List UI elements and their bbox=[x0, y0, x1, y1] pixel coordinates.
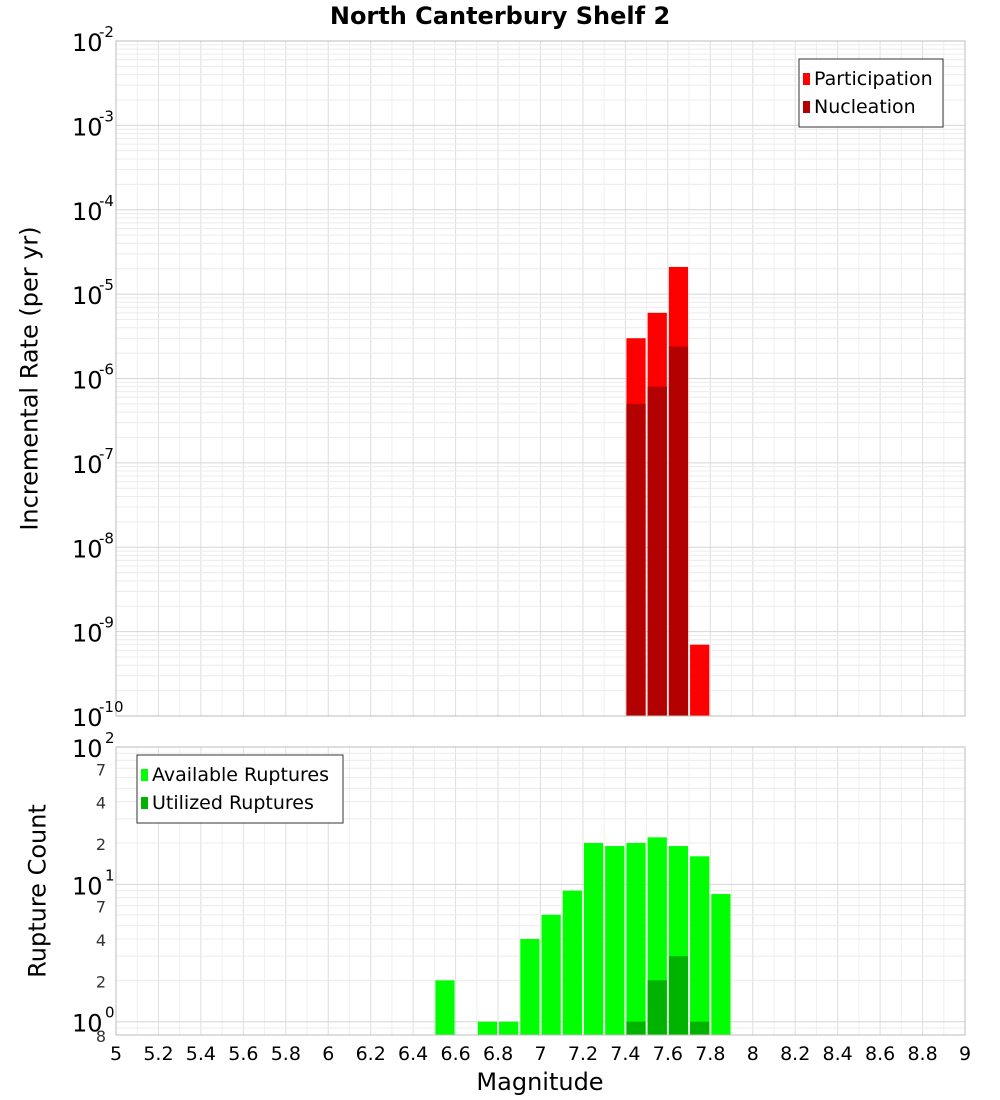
count-panel-bars bbox=[435, 837, 731, 1035]
y-tick-base: 10 bbox=[72, 451, 103, 479]
rate-panel-y-axis-label: Incremental Rate (per yr) bbox=[15, 226, 43, 530]
y-tick-exponent: 0 bbox=[105, 1004, 115, 1022]
x-axis-label: Magnitude bbox=[476, 1068, 603, 1096]
count-panel-frame bbox=[115, 746, 966, 1036]
y-tick-exponent: -9 bbox=[99, 614, 114, 632]
x-tick-label: 9 bbox=[959, 1043, 971, 1065]
x-tick-label: 6.6 bbox=[440, 1043, 470, 1065]
y-tick-exponent: -5 bbox=[99, 276, 114, 294]
y-tick-base: 10 bbox=[72, 198, 103, 226]
legend-box bbox=[798, 58, 944, 128]
y-tick-minor: 4 bbox=[96, 931, 106, 950]
rate-panel-grid bbox=[115, 40, 966, 717]
x-tick-label: 6 bbox=[322, 1043, 334, 1065]
bar-available-ruptures bbox=[520, 939, 540, 1035]
x-tick-label: 5.2 bbox=[143, 1043, 173, 1065]
bar-available-ruptures bbox=[477, 1021, 498, 1035]
x-tick-label: 5 bbox=[110, 1043, 122, 1065]
y-tick-base: 10 bbox=[72, 620, 103, 648]
x-tick-label: 5.6 bbox=[228, 1043, 258, 1065]
x-tick-label: 7 bbox=[534, 1043, 546, 1065]
y-tick-exponent: -2 bbox=[99, 23, 114, 41]
bar-nucleation bbox=[647, 386, 667, 716]
x-tick-label: 7.4 bbox=[610, 1043, 640, 1065]
rate-panel-legend: Participation Nucleation bbox=[798, 58, 944, 128]
x-tick-label: 6.8 bbox=[483, 1043, 513, 1065]
bar-utilized-ruptures bbox=[647, 980, 667, 1035]
legend-label: Utilized Ruptures bbox=[152, 792, 314, 814]
bar-available-ruptures bbox=[435, 980, 455, 1035]
bar-available-ruptures bbox=[690, 856, 710, 1035]
rate-panel-bars bbox=[626, 266, 710, 716]
bar-available-ruptures bbox=[541, 914, 561, 1035]
bar-available-ruptures bbox=[583, 843, 604, 1035]
y-tick-base: 10 bbox=[72, 367, 103, 395]
x-tick-label: 7.6 bbox=[653, 1043, 683, 1065]
y-tick-exponent: -7 bbox=[99, 445, 114, 463]
x-tick-label: 8.8 bbox=[907, 1043, 937, 1065]
x-tick-label: 8 bbox=[747, 1043, 759, 1065]
y-tick-exponent: -3 bbox=[99, 107, 114, 125]
x-tick-label: 7.8 bbox=[695, 1043, 725, 1065]
x-tick-label: 8.4 bbox=[823, 1043, 853, 1065]
y-tick-exponent: -4 bbox=[99, 192, 114, 210]
legend-label: Participation bbox=[814, 68, 933, 90]
y-tick-base: 10 bbox=[72, 113, 103, 141]
x-tick-label: 5.4 bbox=[186, 1043, 216, 1065]
legend-label: Available Ruptures bbox=[152, 764, 329, 786]
x-tick-label: 8.6 bbox=[865, 1043, 895, 1065]
bar-participation bbox=[690, 644, 710, 716]
legend-label: Nucleation bbox=[814, 96, 916, 118]
legend-box bbox=[136, 754, 344, 824]
bar-nucleation bbox=[668, 346, 689, 716]
y-tick-minor: 8 bbox=[96, 1027, 106, 1046]
y-tick-exponent: -10 bbox=[99, 698, 124, 716]
bar-available-ruptures bbox=[626, 843, 646, 1035]
y-tick-base: 10 bbox=[72, 704, 103, 732]
x-tick-label: 7.2 bbox=[568, 1043, 598, 1065]
bar-nucleation bbox=[626, 403, 646, 716]
bar-utilized-ruptures bbox=[668, 956, 689, 1035]
y-tick-minor: 2 bbox=[96, 835, 106, 854]
bar-utilized-ruptures bbox=[690, 1021, 710, 1035]
bar-available-ruptures bbox=[711, 894, 731, 1035]
y-tick-minor: 2 bbox=[96, 972, 106, 991]
y-tick-exponent: 2 bbox=[105, 729, 115, 747]
bar-available-ruptures bbox=[562, 890, 582, 1035]
bar-available-ruptures bbox=[605, 846, 625, 1035]
x-tick-label: 5.8 bbox=[271, 1043, 301, 1065]
x-tick-label: 6.4 bbox=[398, 1043, 428, 1065]
legend-swatch bbox=[803, 101, 810, 113]
legend-swatch bbox=[141, 797, 148, 809]
x-axis-ticks: 5 5.2 5.4 5.6 5.8 6 6.2 6.4 6.6 6.8 7 7.2 7.4 7.6 7.8 8… bbox=[110, 1043, 971, 1065]
count-panel-y-axis-label: Rupture Count bbox=[23, 804, 51, 978]
legend-swatch bbox=[141, 769, 148, 781]
chart-title: North Canterbury Shelf 2 bbox=[330, 2, 670, 30]
y-tick-exponent: 1 bbox=[105, 866, 115, 884]
y-tick-base: 10 bbox=[72, 735, 103, 763]
legend-swatch bbox=[803, 73, 810, 85]
x-tick-label: 8.2 bbox=[780, 1043, 810, 1065]
y-tick-base: 10 bbox=[72, 29, 103, 57]
rate-panel-frame bbox=[115, 40, 966, 717]
y-tick-exponent: -6 bbox=[99, 361, 114, 379]
y-tick-minor: 7 bbox=[96, 760, 106, 779]
x-tick-label: 6.2 bbox=[356, 1043, 386, 1065]
y-tick-base: 10 bbox=[72, 282, 103, 310]
y-tick-base: 10 bbox=[72, 1010, 103, 1038]
y-tick-exponent: -8 bbox=[99, 529, 114, 547]
bar-available-ruptures bbox=[499, 1021, 519, 1035]
count-panel-legend: Available Ruptures Utilized Ruptures bbox=[136, 754, 344, 824]
y-tick-minor: 4 bbox=[96, 794, 106, 813]
y-tick-base: 10 bbox=[72, 872, 103, 900]
y-tick-base: 10 bbox=[72, 535, 103, 563]
bar-utilized-ruptures bbox=[626, 1021, 646, 1035]
y-tick-minor: 7 bbox=[96, 898, 106, 917]
